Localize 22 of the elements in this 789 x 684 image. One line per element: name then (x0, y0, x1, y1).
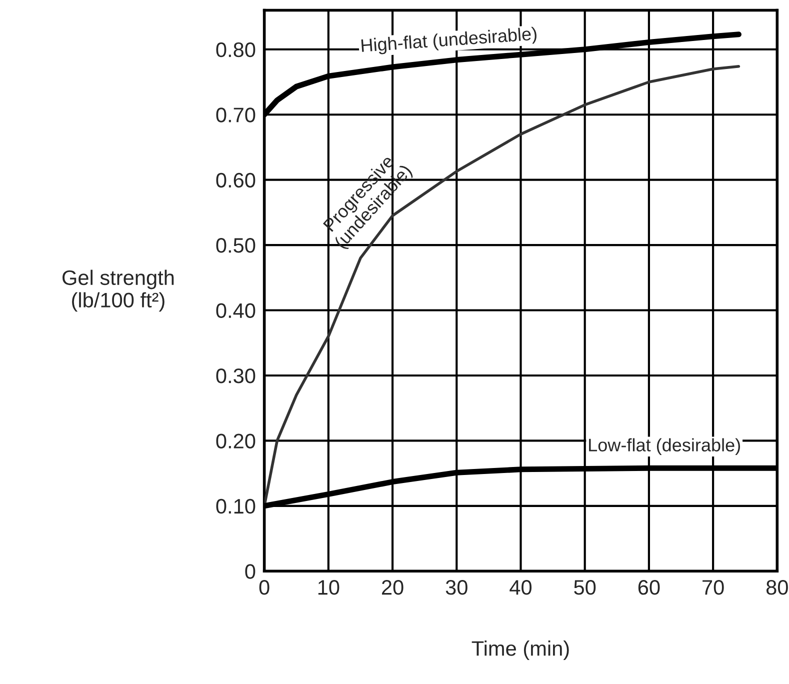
y-tick-label: 0 (245, 564, 256, 579)
x-tick-label: 10 (318, 580, 340, 595)
series-label: High-flat (undesirable) (361, 26, 538, 56)
y-tick-label: 0.60 (216, 172, 256, 188)
x-tick-label: 40 (510, 580, 532, 595)
x-tick-label: 60 (638, 580, 660, 595)
y-tick-label: 0.50 (216, 238, 256, 253)
x-tick-label: 0 (259, 580, 270, 595)
y-tick-label: 0.70 (216, 108, 256, 122)
x-tick-label: 80 (766, 580, 788, 595)
x-tick-label: 30 (446, 580, 468, 595)
y-tick-label: 0.80 (216, 42, 256, 58)
x-tick-label: 70 (702, 580, 724, 595)
y-tick-label: 0.10 (216, 498, 256, 514)
x-tick-label: 20 (382, 580, 404, 595)
x-axis-title: Time (min) (472, 640, 569, 660)
y-tick-label: 0.20 (216, 434, 256, 448)
x-tick-label: 50 (574, 580, 596, 595)
series-label: Low-flat (desirable) (589, 438, 740, 456)
y-tick-label: 0.30 (216, 368, 256, 384)
y-axis-title: Gel strength (lb/100 ft²) (62, 270, 174, 312)
y-tick-label: 0.40 (216, 303, 256, 318)
